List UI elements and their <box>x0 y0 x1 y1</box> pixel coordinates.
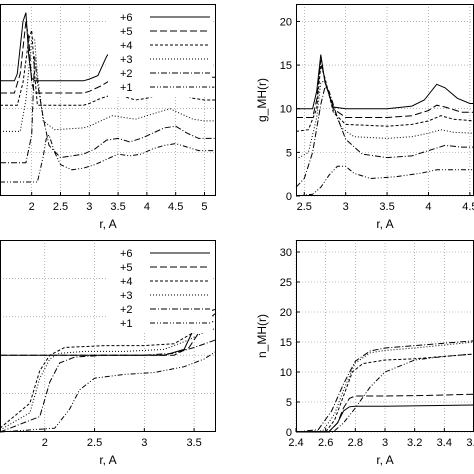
y-tick-label: 25 <box>280 277 292 289</box>
x-tick-label: 2.5 <box>297 201 312 213</box>
series-line-plus4 <box>295 64 474 132</box>
x-tick-label: 2.6 <box>318 437 333 449</box>
y-tick-label: 15 <box>280 60 292 72</box>
legend-background <box>108 7 212 97</box>
series-line-plus6 <box>296 404 474 433</box>
series-line-plus3 <box>0 327 217 431</box>
legend-label: +4 <box>120 276 133 288</box>
legend-label: +3 <box>120 54 133 66</box>
series-line-plus1 <box>0 133 216 183</box>
x-axis-label: r, A <box>99 217 116 231</box>
x-tick-label: 4.5 <box>168 201 183 213</box>
panel-bottom-left: 2 2.5 3 3.5 r, A +6 +5 +4 +3 +2 +1 <box>0 240 217 467</box>
plot-frame <box>0 4 216 196</box>
y-tick-label: 5 <box>286 147 292 159</box>
series-line-plus6 <box>296 54 474 110</box>
x-tick-label: 3 <box>86 201 92 213</box>
series-line-plus4 <box>296 353 474 433</box>
series-line-plus2 <box>295 85 474 188</box>
legend-background <box>108 243 212 333</box>
x-tick-label: 2 <box>42 437 48 449</box>
x-tick-label: 2.5 <box>87 437 102 449</box>
series-line-plus2 <box>295 340 474 433</box>
y-tick-label: 30 <box>280 247 292 259</box>
x-tick-label: 4 <box>425 201 431 213</box>
x-tick-label: 3.2 <box>407 437 422 449</box>
legend-label: +2 <box>120 304 133 316</box>
series-line-plus1 <box>296 353 474 433</box>
panel-top-left: 2 2.5 3 3.5 4 4.5 5 r, A +6 +5 +4 +3 +2 +1 <box>0 4 217 231</box>
series-line-plus2 <box>0 56 216 164</box>
series-line-plus1 <box>0 350 217 433</box>
panel-bottom-right: 2.4 2.6 2.8 3 3.2 3.4 3.6 0 5 10 15 20 25 30 r, A n_MH(… <box>255 240 474 467</box>
legend-label: +2 <box>120 68 133 80</box>
series-line-plus3 <box>295 341 474 433</box>
x-tick-label: 5 <box>201 201 207 213</box>
x-axis-label: r, A <box>99 453 116 467</box>
x-tick-label: 3 <box>141 437 147 449</box>
legend-label: +4 <box>120 40 133 52</box>
panel-top-right: 2.5 3 3.5 4 4.5 0 5 10 15 20 r, A g_MH(r) <box>255 4 474 231</box>
x-tick-label: 3.5 <box>186 437 201 449</box>
series-line-plus2 <box>0 339 217 433</box>
legend-label: +5 <box>120 26 133 38</box>
x-tick-label: 2.4 <box>288 437 303 449</box>
x-tick-label: 3.6 <box>466 437 474 449</box>
legend-label: +3 <box>120 290 133 302</box>
legend: +6 +5 +4 +3 +2 +1 <box>108 243 212 333</box>
y-tick-label: 15 <box>280 337 292 349</box>
y-tick-label: 10 <box>280 367 292 379</box>
series-line-plus1 <box>295 165 474 197</box>
x-tick-label: 4.5 <box>462 201 474 213</box>
series-line-plus3 <box>295 80 474 160</box>
series-line-plus5 <box>0 312 217 356</box>
legend: +6 +5 +4 +3 +2 +1 <box>108 7 212 97</box>
series-line-plus5 <box>296 393 474 433</box>
x-tick-label: 3 <box>343 201 349 213</box>
legend-label: +1 <box>120 82 133 94</box>
y-axis-label: g_MH(r) <box>255 78 269 122</box>
x-tick-label: 4 <box>144 201 150 213</box>
series-line-plus4 <box>0 30 216 106</box>
x-tick-label: 3 <box>382 437 388 449</box>
y-tick-label: 20 <box>280 16 292 28</box>
y-tick-label: 20 <box>280 307 292 319</box>
series-line-plus5 <box>0 21 217 94</box>
legend-label: +6 <box>120 248 133 260</box>
x-tick-label: 3.5 <box>379 201 394 213</box>
x-tick-label: 2.5 <box>53 201 68 213</box>
x-axis-label: r, A <box>376 453 393 467</box>
x-tick-label: 2 <box>29 201 35 213</box>
x-tick-label: 3.4 <box>437 437 452 449</box>
series-line-plus5 <box>296 59 474 118</box>
plot-frame <box>296 4 474 196</box>
x-tick-label: 2.8 <box>348 437 363 449</box>
plot-frame <box>0 240 216 432</box>
series-line-plus4 <box>0 320 217 429</box>
legend-label: +1 <box>120 318 133 330</box>
x-axis-label: r, A <box>376 217 393 231</box>
y-tick-label: 0 <box>286 191 292 203</box>
legend-label: +6 <box>120 12 133 24</box>
y-tick-label: 10 <box>280 104 292 116</box>
y-tick-label: 5 <box>286 397 292 409</box>
y-axis-label: n_MH(r) <box>255 314 269 358</box>
series-line-plus3 <box>0 38 216 132</box>
x-tick-label: 3.5 <box>110 201 125 213</box>
legend-label: +5 <box>120 262 133 274</box>
y-tick-label: 0 <box>286 427 292 439</box>
